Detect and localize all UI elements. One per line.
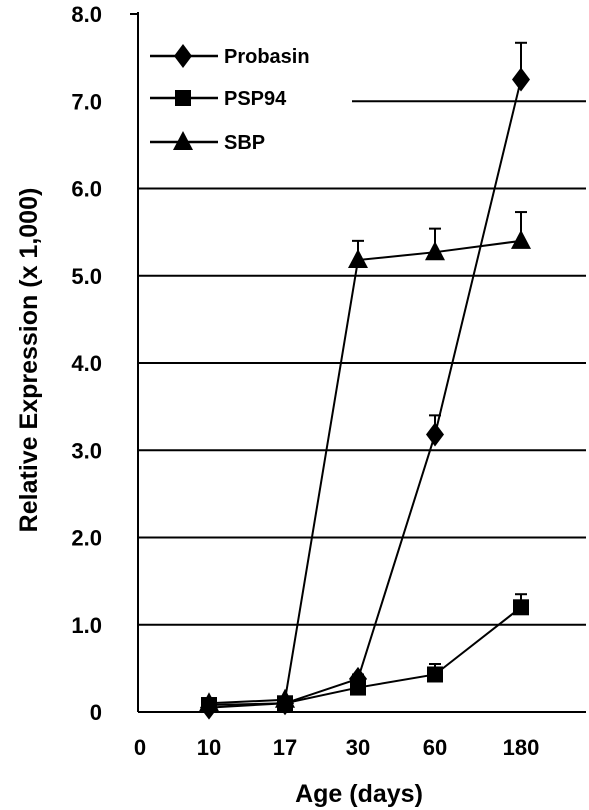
legend-label: PSP94: [224, 88, 287, 110]
legend-entry-probasin: Probasin: [150, 44, 310, 68]
series: [199, 41, 531, 720]
gridlines: [138, 100, 586, 626]
data-point: [199, 692, 219, 712]
y-tick-labels: 0 1.0 2.0 3.0 4.0 5.0 6.0 7.0 8.0: [71, 2, 102, 725]
y-tick-label: 1.0: [71, 613, 102, 638]
y-tick-label: 8.0: [71, 2, 102, 27]
data-point: [427, 666, 443, 683]
x-tick-label: 180: [503, 735, 540, 760]
data-point: [511, 229, 531, 249]
data-point: [425, 241, 445, 261]
x-axis-title: Age (days): [295, 780, 423, 808]
legend-label: Probasin: [224, 46, 310, 68]
y-tick-label: 7.0: [71, 89, 102, 114]
legend-marker: [174, 44, 192, 68]
data-point: [426, 422, 444, 447]
y-tick-label: 3.0: [71, 438, 102, 463]
data-point: [512, 67, 530, 92]
y-tick-label: 5.0: [71, 264, 102, 289]
y-tick-label: 2.0: [71, 526, 102, 551]
x-tick-label: 17: [273, 735, 297, 760]
legend: Probasin PSP94 SBP: [150, 44, 310, 154]
legend-entry-sbp: SBP: [150, 131, 265, 154]
y-tick-label: 4.0: [71, 351, 102, 376]
legend-label: SBP: [224, 132, 265, 154]
data-point: [348, 249, 368, 269]
y-tick-label: 6.0: [71, 177, 102, 202]
series-line: [208, 239, 522, 705]
legend-entry-psp94: PSP94: [150, 88, 287, 110]
data-point: [275, 688, 295, 708]
legend-marker: [173, 131, 193, 150]
x-tick-label: 60: [423, 735, 447, 760]
y-tick-label: 0: [90, 700, 102, 725]
y-axis-title: Relative Expression (x 1,000): [15, 188, 43, 533]
data-point: [350, 679, 366, 696]
series-line: [208, 79, 522, 709]
data-point: [513, 599, 529, 616]
x-tick-label: 0: [134, 735, 146, 760]
series-sbp: [199, 211, 531, 712]
x-tick-label: 10: [197, 735, 221, 760]
x-tick-labels: 0 10 17 30 60 180: [134, 735, 539, 760]
x-tick-label: 30: [346, 735, 370, 760]
legend-marker: [175, 90, 191, 106]
